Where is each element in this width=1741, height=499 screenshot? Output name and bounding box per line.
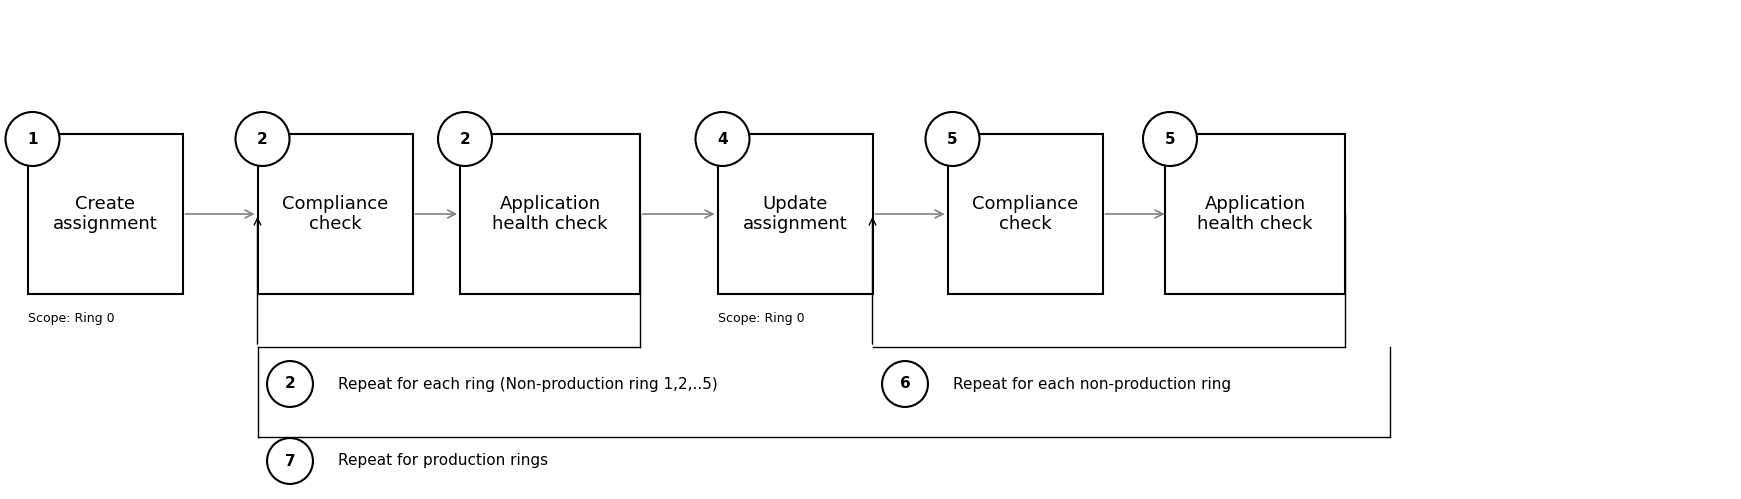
Text: Repeat for production rings: Repeat for production rings: [338, 454, 548, 469]
Text: 2: 2: [460, 132, 470, 147]
Text: Scope: Ring 0: Scope: Ring 0: [717, 312, 804, 325]
Circle shape: [235, 112, 289, 166]
Bar: [28, 134, 183, 294]
Text: 5: 5: [1165, 132, 1175, 147]
Bar: [258, 134, 413, 294]
Text: Update
assignment: Update assignment: [743, 195, 848, 234]
Text: Repeat for each non-production ring: Repeat for each non-production ring: [952, 377, 1231, 392]
Text: 2: 2: [284, 377, 296, 392]
Circle shape: [1144, 112, 1198, 166]
Text: Scope: Ring 0: Scope: Ring 0: [28, 312, 115, 325]
Bar: [717, 134, 872, 294]
Circle shape: [266, 438, 313, 484]
Text: Repeat for each ring (Non-production ring 1,2,..5): Repeat for each ring (Non-production rin…: [338, 377, 717, 392]
Text: Compliance
check: Compliance check: [971, 195, 1078, 234]
Text: 4: 4: [717, 132, 728, 147]
Circle shape: [883, 361, 928, 407]
Text: Create
assignment: Create assignment: [52, 195, 157, 234]
Circle shape: [926, 112, 980, 166]
Text: Application
health check: Application health check: [1198, 195, 1313, 234]
Text: 1: 1: [28, 132, 38, 147]
Text: 6: 6: [900, 377, 911, 392]
Circle shape: [439, 112, 493, 166]
Circle shape: [266, 361, 313, 407]
Text: Application
health check: Application health check: [493, 195, 608, 234]
Text: 7: 7: [286, 454, 296, 469]
Bar: [947, 134, 1102, 294]
Text: 2: 2: [258, 132, 268, 147]
Circle shape: [695, 112, 749, 166]
Bar: [460, 134, 641, 294]
Text: Compliance
check: Compliance check: [282, 195, 388, 234]
Text: 5: 5: [947, 132, 958, 147]
Bar: [1165, 134, 1346, 294]
Circle shape: [5, 112, 59, 166]
